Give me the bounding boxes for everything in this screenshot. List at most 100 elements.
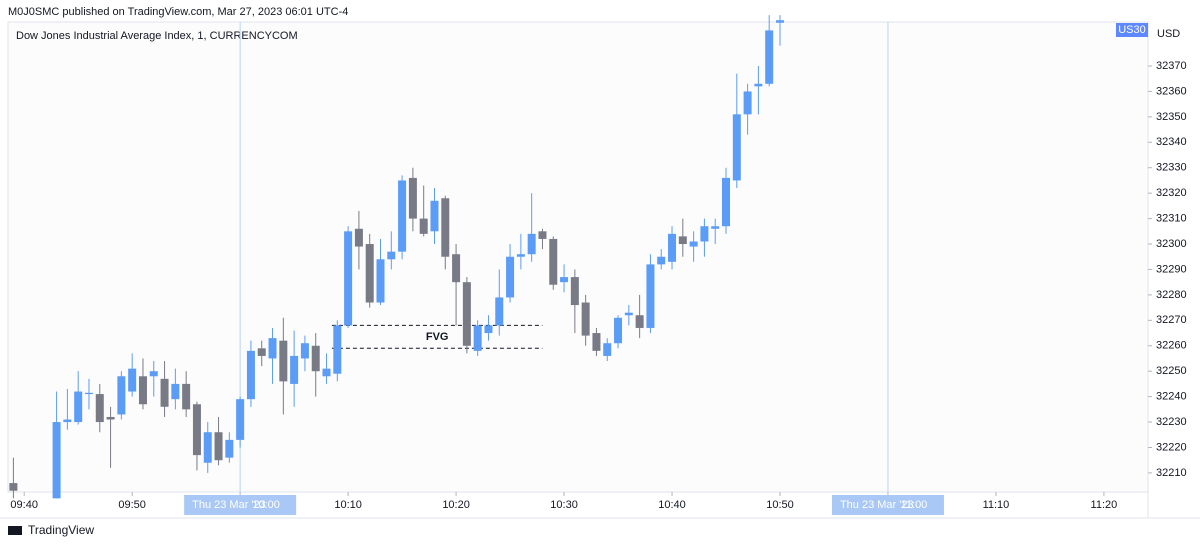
- candle-body: [689, 241, 698, 247]
- candle-body: [484, 325, 493, 334]
- candle-body: [570, 277, 579, 306]
- candle-body: [117, 376, 126, 415]
- y-tick-label: 32350: [1156, 111, 1187, 123]
- y-tick-label: 32230: [1156, 416, 1187, 428]
- symbol-badge: [1116, 23, 1148, 37]
- candle-body: [506, 256, 515, 298]
- candle-body: [365, 244, 374, 303]
- candle-body: [419, 218, 428, 234]
- candle-body: [700, 226, 709, 242]
- y-tick-label: 32370: [1156, 60, 1187, 72]
- candle-body: [214, 432, 223, 461]
- candle-body: [344, 231, 353, 326]
- candle-body: [775, 20, 784, 23]
- candle-body: [722, 177, 731, 227]
- candle-body: [160, 378, 169, 407]
- time-label: 10:00: [252, 499, 280, 511]
- candle-body: [452, 254, 461, 283]
- candle-body: [473, 325, 482, 351]
- candle-body: [236, 399, 245, 440]
- brand: TradingView: [28, 523, 94, 537]
- candle-body: [225, 439, 234, 458]
- logo: [8, 526, 22, 535]
- candle-body: [408, 177, 417, 219]
- candle-body: [311, 345, 320, 372]
- zone-label: FVG: [426, 331, 449, 343]
- date-badge: [184, 495, 297, 515]
- candle-body: [376, 259, 385, 303]
- candle-body: [203, 432, 212, 463]
- x-tick-label: 10:30: [550, 499, 578, 511]
- candle-body: [290, 355, 299, 384]
- candle-body: [754, 83, 763, 87]
- candle-body: [354, 228, 363, 247]
- y-tick-label: 32250: [1156, 365, 1187, 377]
- candle-body: [495, 297, 504, 326]
- candle-body: [711, 226, 720, 229]
- candle-body: [646, 264, 655, 328]
- y-tick-label: 32320: [1156, 187, 1187, 199]
- x-tick-label: 10:10: [334, 499, 362, 511]
- candle-body: [63, 419, 72, 423]
- y-tick-label: 32260: [1156, 340, 1187, 352]
- candle-body: [765, 30, 774, 84]
- candle-body: [581, 302, 590, 336]
- y-tick-label: 32240: [1156, 391, 1187, 403]
- candle-body: [300, 343, 309, 359]
- candle-body: [387, 251, 396, 260]
- x-tick-label: 11:20: [1091, 499, 1118, 511]
- candle-body: [516, 254, 525, 257]
- chart-title: Dow Jones Industrial Average Index, 1, C…: [16, 30, 298, 42]
- candle-body: [624, 312, 633, 316]
- y-tick-label: 32280: [1156, 289, 1187, 301]
- y-tick-label: 32300: [1156, 238, 1187, 250]
- candle-body: [333, 325, 342, 374]
- plot-area: [7, 21, 1149, 493]
- y-tick-label: 32210: [1156, 467, 1187, 479]
- candle-body: [182, 383, 191, 410]
- y-tick-label: 32310: [1156, 213, 1187, 225]
- date-label: Thu 23 Mar '23: [840, 499, 914, 511]
- candle-body: [52, 422, 61, 499]
- candle-body: [527, 233, 536, 255]
- candle-body: [246, 350, 255, 400]
- candle-body: [538, 231, 547, 239]
- header: M0J0SMC published on TradingView.com, Ma…: [8, 6, 348, 18]
- y-tick-label: 32290: [1156, 263, 1187, 275]
- y-tick-label: 32330: [1156, 162, 1187, 174]
- candle-body: [192, 404, 201, 456]
- x-tick-label: 11:10: [983, 499, 1010, 511]
- candle-body: [441, 198, 450, 257]
- x-tick-label: 09:50: [118, 499, 146, 511]
- candle-body: [678, 236, 687, 245]
- candle-body: [268, 338, 277, 359]
- candle-body: [614, 317, 623, 344]
- candle-body: [74, 391, 83, 423]
- candle-body: [398, 180, 407, 252]
- candle-body: [549, 238, 558, 285]
- symbol: US30: [1118, 24, 1146, 36]
- y-tick-label: 32340: [1156, 136, 1187, 148]
- candle-body: [279, 340, 288, 382]
- candle-body: [9, 483, 18, 491]
- candle-body: [138, 376, 147, 405]
- y-tick-label: 32220: [1156, 441, 1187, 453]
- candle-body: [603, 343, 612, 356]
- candle-body: [322, 368, 331, 377]
- time-label: 11:00: [901, 499, 928, 511]
- candle-body: [462, 282, 471, 346]
- candle-body: [743, 91, 752, 115]
- y-tick-label: 32270: [1156, 314, 1187, 326]
- candle-body: [560, 277, 569, 283]
- date-label: Thu 23 Mar '23: [192, 499, 266, 511]
- x-tick-label: 09:40: [10, 499, 38, 511]
- x-tick-label: 10:50: [766, 499, 794, 511]
- candle-body: [668, 233, 677, 262]
- currency: USD: [1157, 28, 1180, 40]
- candle-body: [171, 383, 180, 400]
- candle-body: [128, 368, 137, 392]
- candle-body: [430, 200, 439, 232]
- date-badge: [831, 495, 944, 515]
- y-tick-label: 32360: [1156, 85, 1187, 97]
